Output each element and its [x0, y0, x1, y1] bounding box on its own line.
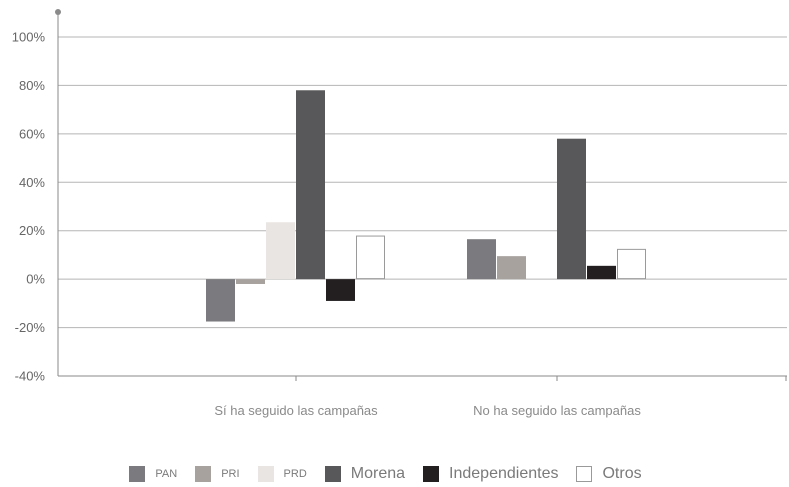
legend-label: PAN [155, 468, 178, 480]
y-tick-label: -20% [15, 320, 46, 335]
legend-swatch [324, 466, 341, 482]
bar [587, 265, 616, 280]
legend-label: Morena [350, 465, 406, 482]
x-category-label: No ha seguido las campañas [473, 403, 641, 418]
axes [55, 9, 787, 381]
legend-swatch [195, 466, 212, 482]
bar [266, 222, 295, 280]
bar [206, 279, 235, 322]
bar [356, 235, 385, 280]
legend-swatch [576, 466, 593, 482]
x-category-label: Sí ha seguido las campañas [214, 403, 378, 418]
x-axis-labels: Sí ha seguido las campañas No ha seguido … [214, 403, 641, 418]
gridlines [58, 36, 787, 377]
legend-label: PRD [283, 468, 307, 480]
legend-label: PRI [221, 468, 240, 480]
legend: PAN PRI PRD Morena Independientes Otros [0, 462, 789, 486]
legend-swatch [257, 466, 274, 482]
legend-swatch [423, 466, 440, 482]
y-tick-label: 60% [19, 126, 45, 141]
bar [236, 279, 265, 284]
legend-item: Morena [324, 465, 406, 483]
y-axis-top-marker [55, 9, 61, 15]
legend-item: PRD [257, 466, 307, 482]
y-tick-label: 40% [19, 175, 45, 190]
bar [467, 239, 496, 280]
bar [617, 248, 646, 280]
legend-item: PAN [129, 466, 177, 482]
bar [326, 279, 355, 301]
legend-label: Independientes [449, 465, 559, 482]
y-tick-label: 100% [12, 30, 46, 45]
y-tick-label: -40% [15, 369, 46, 384]
y-axis-labels: -40% -20% 0% 20% 40% 60% 80% 100% [12, 30, 46, 384]
bars [206, 90, 646, 322]
legend-item: PRI [195, 466, 240, 482]
bar [296, 90, 325, 280]
bar [557, 138, 586, 280]
legend-label: Otros [602, 465, 642, 482]
bar [497, 256, 526, 280]
y-tick-label: 20% [19, 223, 45, 238]
y-tick-label: 0% [26, 272, 45, 287]
legend-item: Independientes [423, 465, 558, 483]
legend-item: Otros [576, 465, 642, 483]
legend-swatch [129, 466, 146, 482]
y-tick-label: 80% [19, 78, 45, 93]
